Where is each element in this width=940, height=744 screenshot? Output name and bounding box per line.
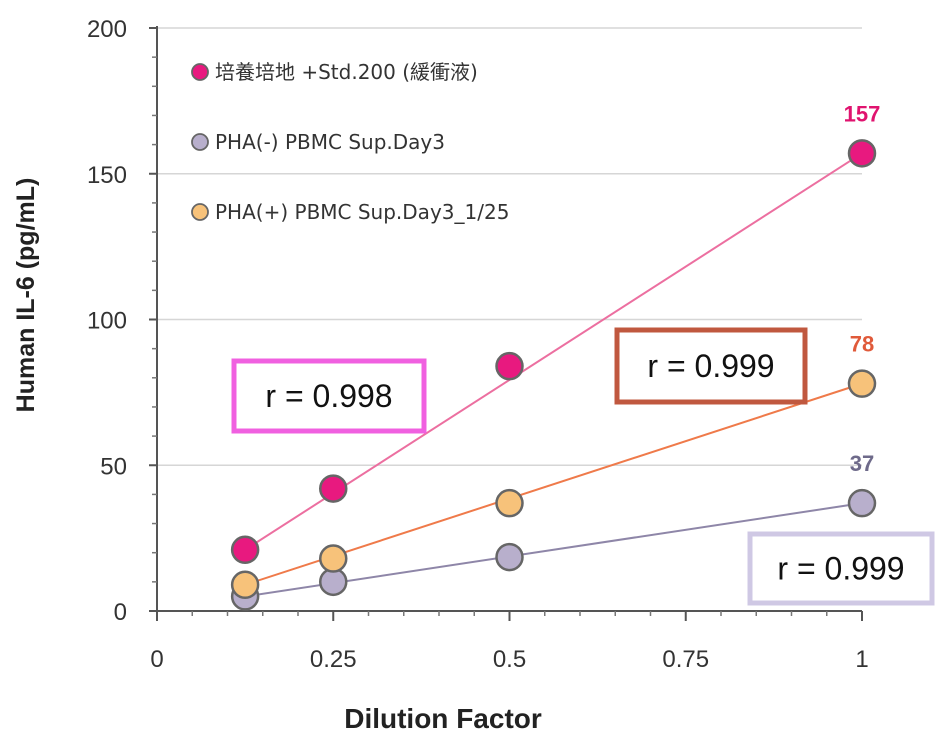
data-point (319, 474, 348, 503)
y-tick-label: 50 (100, 453, 127, 480)
x-axis-ticks: 0 0.25 0.5 0.75 1 (150, 611, 869, 673)
data-point (495, 488, 524, 518)
x-tick-label: 0.75 (662, 646, 709, 673)
r-box (747, 531, 935, 606)
legend-marker (191, 133, 209, 151)
end-value-label: 157 (844, 101, 881, 126)
series-line (244, 152, 863, 551)
r-value-label: r = 0.998 (265, 378, 392, 414)
series-lines (244, 152, 863, 598)
x-tick-label: 1 (855, 646, 868, 673)
x-axis-title: Dilution Factor (344, 703, 542, 734)
axes (156, 26, 862, 612)
data-point (847, 369, 877, 398)
end-value-label: 37 (850, 451, 874, 476)
series-points (230, 139, 877, 611)
x-tick-label: 0.25 (310, 646, 357, 673)
r-value-label: r = 0.999 (647, 348, 774, 384)
r-value-label: r = 0.999 (777, 551, 904, 587)
y-tick-label: 200 (87, 16, 127, 43)
r-box (614, 327, 808, 405)
correlation-boxes: r = 0.998 r = 0.999 r = 0.999 (231, 327, 935, 606)
data-point (847, 488, 877, 518)
data-point (230, 535, 260, 565)
y-tick-label: 0 (114, 599, 127, 626)
r-box (231, 358, 427, 434)
data-point (847, 139, 877, 168)
legend-label: PHA(+) PBMC Sup.Day3_1/25 (215, 200, 509, 224)
data-point (319, 544, 348, 573)
data-point (495, 351, 524, 381)
legend-label: 培養培地 +Std.200 (緩衝液) (215, 60, 478, 84)
legend-marker (191, 63, 209, 81)
x-tick-label: 0 (150, 646, 163, 673)
end-value-labels: 157 37 78 (844, 101, 881, 476)
end-value-label: 78 (850, 332, 874, 357)
series-line (244, 502, 863, 598)
x-tick-label: 0.5 (493, 646, 526, 673)
legend-marker (191, 203, 209, 221)
series-line (244, 382, 863, 586)
y-axis-ticks: 0 50 100 150 200 (87, 16, 157, 626)
y-axis-title: Human IL-6 (pg/mL) (12, 178, 40, 413)
data-point (495, 542, 524, 572)
legend-label: PHA(-) PBMC Sup.Day3 (215, 130, 445, 154)
data-point (230, 570, 260, 600)
legend: 培養培地 +Std.200 (緩衝液) PHA(-) PBMC Sup.Day3 P… (191, 60, 509, 224)
grid-lines (157, 27, 862, 466)
y-tick-label: 100 (87, 308, 127, 335)
y-tick-label: 150 (87, 162, 127, 189)
